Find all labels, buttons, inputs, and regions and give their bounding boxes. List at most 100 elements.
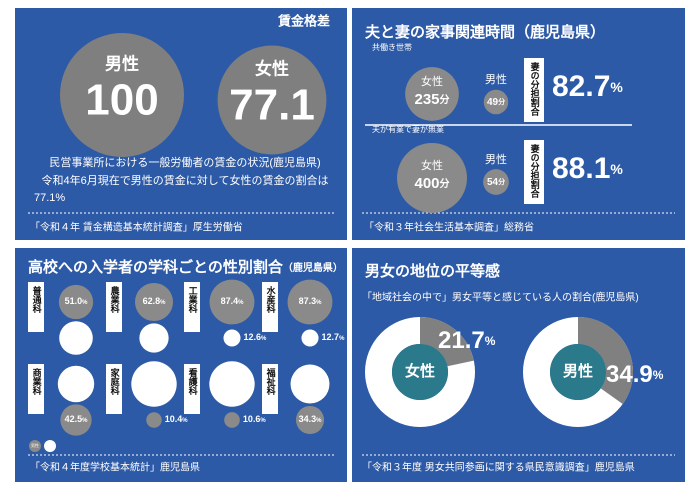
- course-label-box: [106, 364, 122, 414]
- legend-swatch: [44, 440, 56, 452]
- question: 「地域社会の中で」男女平等と感じている人の割合(鹿児島県): [362, 291, 639, 304]
- female-time-circle: [405, 67, 459, 121]
- panel: [15, 248, 347, 482]
- share-value-part: %: [260, 418, 266, 424]
- male-share-circle: [60, 404, 92, 436]
- share-value: 10.6%: [243, 414, 267, 424]
- share-label: 妻の分担割合: [529, 61, 540, 117]
- course-name: 普通科: [32, 285, 42, 314]
- female-share-circle: [301, 329, 319, 347]
- course-label-box: [184, 364, 200, 414]
- gender-label: 女性: [421, 158, 443, 172]
- share-value: 87.3%: [299, 296, 323, 306]
- ratio-text-part: %: [55, 192, 65, 204]
- group-value-part: %: [653, 368, 664, 382]
- group-value-part: %: [485, 334, 496, 348]
- share-value: 42.5%: [65, 414, 89, 424]
- share-value-part: %: [82, 418, 88, 424]
- source: 「令和３年社会生活基本調査」総務省: [364, 221, 534, 234]
- female-share-circle: [139, 323, 169, 353]
- course-name: 農業科: [109, 285, 120, 314]
- female-share-circle: [290, 364, 330, 404]
- male-share-circle: [224, 412, 240, 428]
- male-time-part: 分: [498, 177, 505, 186]
- course-label-box: [262, 364, 278, 414]
- male-share-circle: [134, 282, 174, 322]
- course-name: 福祉科: [266, 367, 277, 396]
- ratio-text-part: 77.1: [34, 192, 55, 204]
- share-value-part: %: [316, 300, 322, 306]
- share-value-part: 65.7: [299, 378, 317, 388]
- panel-title-part: （鹿児島県）: [283, 261, 343, 274]
- share-value-part: %: [82, 300, 88, 306]
- legend-label: 女性: [46, 442, 54, 448]
- ratio-text: 77.1%: [34, 192, 65, 204]
- donut-center: [392, 344, 448, 400]
- share-value-part: %: [182, 418, 188, 424]
- share-label-box: [524, 58, 544, 122]
- group-value-part: 34.9: [606, 361, 653, 388]
- female-share-circle: [223, 329, 241, 347]
- share-value: 89.6%: [143, 378, 167, 388]
- share-value-part: 51.0: [65, 296, 83, 306]
- share-value: 62.8%: [143, 296, 167, 306]
- source: 「令和３年度 男女共同参画に関する県民意識調査」鹿児島県: [362, 461, 635, 474]
- legend-swatch: [29, 440, 41, 452]
- share-value: 37.2%: [143, 332, 167, 342]
- share-value-part: 10.4: [165, 414, 183, 424]
- share-value-part: 89.4: [221, 378, 239, 388]
- male-share-circle: [287, 279, 333, 325]
- household-label: 共働き世帯: [372, 42, 412, 52]
- share-value-part: %: [316, 382, 322, 388]
- course-label-box: [28, 364, 44, 414]
- share-value-part: %: [82, 336, 88, 342]
- share-value-part: 57.5: [65, 378, 83, 388]
- share-value: 87.4%: [221, 296, 245, 306]
- gender-label: 男性: [105, 53, 139, 73]
- female-time-part: 分: [440, 177, 450, 190]
- share-value-part: 88.1: [552, 152, 610, 185]
- share-value: 12.6%: [244, 332, 268, 342]
- share-value: 49.0%: [65, 332, 89, 342]
- share-value: 51.0%: [65, 296, 89, 306]
- share-value-part: 12.7: [322, 332, 340, 342]
- share-value-part: 82.7: [552, 70, 610, 103]
- female-share-circle: [59, 321, 93, 355]
- course-label-box: [184, 282, 200, 332]
- share-value: 89.4%: [221, 378, 245, 388]
- wage-value: 77.1: [229, 81, 315, 130]
- share-value-part: 37.2: [143, 332, 161, 342]
- group-value: 21.7%: [438, 327, 496, 354]
- source: 「令和４年 賃金構造基本統計調査」厚生労働省: [30, 221, 243, 234]
- female-share-circle: [131, 361, 177, 407]
- share-value-part: 10.6: [243, 414, 261, 424]
- male-share-circle: [295, 405, 325, 435]
- donut-segment: [420, 317, 474, 367]
- panel-title-part: 高校への入学者の学科ごとの性別割合: [28, 258, 284, 276]
- share-value-part: 49.0: [65, 332, 83, 342]
- female-time: 400分: [414, 175, 449, 192]
- male-time-circle: [483, 89, 509, 115]
- female-time-circle: [397, 143, 467, 213]
- share-value-part: 89.6: [143, 378, 161, 388]
- male-time-circle: [483, 169, 509, 195]
- course-label-box: [106, 282, 122, 332]
- share-value-part: 87.4: [221, 296, 239, 306]
- share-value: 65.7%: [299, 378, 323, 388]
- course-name: 看護科: [187, 367, 198, 396]
- male-share-circle: [146, 412, 162, 428]
- legend-label: 男性: [31, 442, 39, 448]
- panel-title: 賃金格差: [277, 13, 330, 28]
- wage-value: 100: [85, 76, 158, 125]
- share-value-part: %: [339, 336, 345, 342]
- gender-label: 女性: [255, 58, 289, 78]
- female-time: 235分: [414, 91, 449, 108]
- panel-title: 男女の地位の平等感: [365, 262, 500, 280]
- male-time: 54分: [487, 177, 505, 188]
- gender-label: 男性: [485, 72, 507, 86]
- donut-center: [550, 344, 606, 400]
- wage-circle: [217, 45, 327, 155]
- female-time-part: 分: [440, 93, 450, 106]
- course-label-box: [28, 282, 44, 332]
- group-value: 34.9%: [606, 361, 664, 388]
